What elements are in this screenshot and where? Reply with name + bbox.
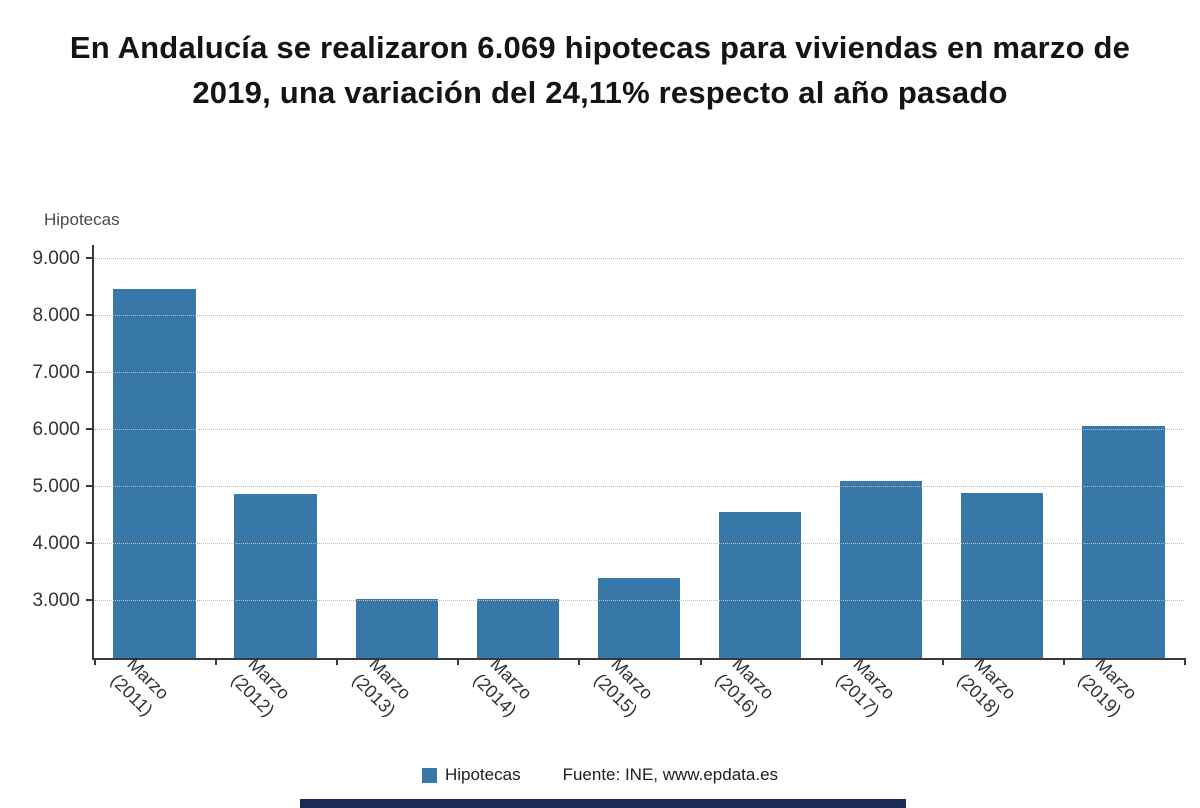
y-tick-mark bbox=[86, 599, 94, 602]
x-axis-labels: Marzo (2011) Marzo (2012) Marzo (2013) Marz… bbox=[92, 654, 1182, 755]
gridline bbox=[94, 372, 1184, 374]
source-text: Fuente: INE, www.epdata.es bbox=[562, 765, 779, 784]
bar-slot bbox=[336, 245, 457, 658]
y-tick-mark bbox=[86, 428, 94, 431]
legend-item-hipotecas[interactable]: Hipotecas bbox=[421, 765, 521, 785]
x-tick-mark bbox=[699, 658, 702, 665]
y-tick-mark bbox=[86, 314, 94, 317]
bar-slot bbox=[942, 245, 1063, 658]
plot-area: 3.000 4.000 5.000 6.000 7.000 8.000 9.000 bbox=[32, 245, 1186, 665]
x-tick-label: Marzo (2017) bbox=[832, 653, 900, 721]
x-label-slot: Marzo (2018) bbox=[940, 654, 1061, 755]
bar-slot bbox=[578, 245, 699, 658]
y-tick-mark bbox=[86, 485, 94, 488]
y-tick-label: 8.000 bbox=[32, 305, 80, 327]
x-tick-label: Marzo (2013) bbox=[348, 653, 415, 721]
x-tick-label: Marzo (2015) bbox=[590, 653, 657, 721]
x-tick-mark bbox=[457, 658, 460, 665]
bar-2013[interactable] bbox=[355, 599, 438, 658]
bottom-banner bbox=[300, 799, 906, 808]
chart-title: En Andalucía se realizaron 6.069 hipotec… bbox=[69, 30, 1131, 110]
x-label-slot: Marzo (2014) bbox=[455, 654, 576, 755]
y-tick-label: 9.000 bbox=[32, 248, 80, 270]
gridline bbox=[94, 486, 1184, 488]
x-tick-mark bbox=[94, 658, 96, 665]
x-label-slot: Marzo (2013) bbox=[334, 654, 455, 755]
x-tick-mark bbox=[1062, 658, 1065, 665]
y-tick-mark bbox=[86, 257, 94, 260]
bar-2016[interactable] bbox=[718, 512, 802, 658]
x-tick-label: Marzo (2018) bbox=[954, 653, 1021, 721]
x-tick-mark bbox=[578, 658, 581, 665]
bar-slot bbox=[1063, 245, 1184, 658]
gridline bbox=[94, 600, 1184, 602]
bar-slot bbox=[700, 245, 821, 658]
x-tick-label: Marzo (2016) bbox=[711, 653, 779, 721]
bar-2014[interactable] bbox=[476, 598, 560, 658]
y-tick-label: 5.000 bbox=[32, 476, 80, 498]
y-tick-label: 3.000 bbox=[32, 590, 80, 612]
y-tick-label: 6.000 bbox=[32, 419, 80, 441]
bars-container bbox=[94, 245, 1184, 658]
y-axis-title: Hipotecas bbox=[44, 210, 120, 229]
x-label-slot: Marzo (2012) bbox=[213, 654, 334, 755]
bar-slot bbox=[215, 245, 336, 658]
bar-slot bbox=[457, 245, 578, 658]
x-tick-mark bbox=[1184, 658, 1186, 665]
x-label-slot: Marzo (2016) bbox=[698, 654, 819, 755]
x-tick-mark bbox=[336, 658, 339, 665]
bar-2011[interactable] bbox=[113, 289, 196, 658]
legend-label: Hipotecas bbox=[444, 765, 521, 784]
gridline bbox=[94, 429, 1184, 431]
bar-slot bbox=[821, 245, 942, 658]
x-tick-label: Marzo (2019) bbox=[1075, 653, 1142, 721]
bar-2012[interactable] bbox=[234, 493, 317, 658]
x-label-slot: Marzo (2019) bbox=[1061, 654, 1182, 755]
x-tick-mark bbox=[215, 658, 218, 665]
legend-swatch bbox=[421, 767, 437, 783]
x-tick-label: Marzo (2011) bbox=[106, 653, 173, 720]
gridline bbox=[94, 315, 1184, 317]
x-tick-label: Marzo (2012) bbox=[227, 653, 294, 721]
gridline bbox=[94, 543, 1184, 545]
y-tick-mark bbox=[86, 371, 94, 374]
x-label-slot: Marzo (2017) bbox=[819, 654, 940, 755]
bar-2019[interactable] bbox=[1082, 426, 1165, 658]
x-tick-mark bbox=[820, 658, 823, 665]
y-tick-label: 4.000 bbox=[32, 533, 80, 555]
x-tick-mark bbox=[941, 658, 944, 665]
x-tick-label: Marzo (2014) bbox=[469, 653, 536, 721]
bar-2015[interactable] bbox=[597, 578, 681, 658]
x-label-slot: Marzo (2011) bbox=[92, 654, 213, 755]
bar-2017[interactable] bbox=[840, 481, 923, 658]
y-tick-mark bbox=[86, 542, 94, 545]
x-label-slot: Marzo (2015) bbox=[576, 654, 697, 755]
bar-2018[interactable] bbox=[961, 493, 1044, 658]
footer-row: Hipotecas Fuente: INE, www.epdata.es bbox=[0, 765, 1200, 785]
gridline bbox=[94, 258, 1184, 260]
bar-slot bbox=[94, 245, 215, 658]
y-tick-label: 7.000 bbox=[32, 362, 80, 384]
